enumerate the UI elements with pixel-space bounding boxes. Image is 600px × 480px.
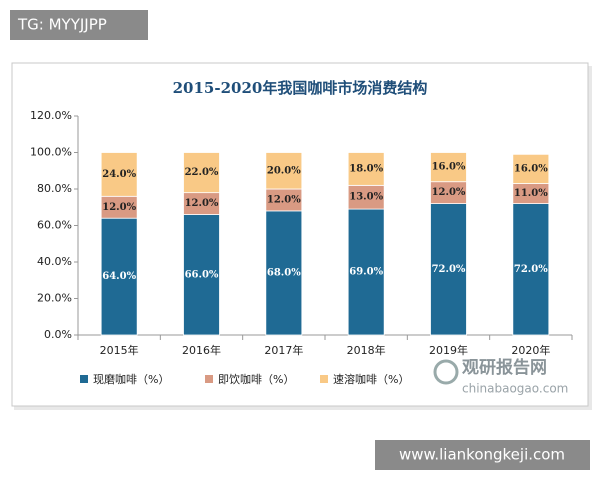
legend-label: 现磨咖啡（%） xyxy=(93,372,169,386)
bar-segment xyxy=(512,153,550,184)
y-tick-label: 100.0% xyxy=(30,146,72,159)
y-tick-label: 120.0% xyxy=(30,109,72,122)
value-label: 68.0% xyxy=(267,267,301,278)
watermark-cn: 观研报告网 xyxy=(461,357,547,378)
value-label: 24.0% xyxy=(102,169,136,180)
value-label: 13.0% xyxy=(349,192,383,203)
value-label: 18.0% xyxy=(349,163,383,174)
legend-label: 即饮咖啡（%） xyxy=(218,372,294,386)
chart-title: 2015-2020年我国咖啡市场消费结构 xyxy=(173,79,428,97)
value-label: 20.0% xyxy=(267,165,301,176)
bar-segment xyxy=(183,214,220,336)
x-tick-label: 2019年 xyxy=(429,343,468,357)
y-tick-label: 80.0% xyxy=(37,182,72,195)
value-label: 16.0% xyxy=(432,162,466,173)
bar-segment xyxy=(183,152,220,194)
x-tick-label: 2020年 xyxy=(511,343,550,357)
bar-segment xyxy=(265,152,303,190)
x-tick-label: 2017年 xyxy=(264,343,303,357)
x-tick-label: 2018年 xyxy=(347,343,386,357)
value-label: 69.0% xyxy=(349,267,383,278)
x-tick-label: 2016年 xyxy=(182,343,221,357)
bar-segment xyxy=(347,152,385,186)
tag-text: TG: MYYJJPP xyxy=(17,16,107,34)
watermark-en: chinabaogao.com xyxy=(462,382,568,396)
watermark-logo xyxy=(433,359,459,385)
bar-segment xyxy=(512,203,550,336)
value-label: 72.0% xyxy=(432,264,466,275)
legend-swatch xyxy=(205,375,213,383)
value-label: 66.0% xyxy=(185,269,219,280)
y-tick-label: 20.0% xyxy=(37,292,72,305)
y-tick-label: 0.0% xyxy=(44,328,72,341)
site-box xyxy=(375,440,590,470)
bar-segment xyxy=(100,217,138,336)
x-tick-label: 2015年 xyxy=(100,343,139,357)
y-tick-label: 40.0% xyxy=(37,255,72,268)
bar-segment xyxy=(430,152,467,183)
tag-box xyxy=(10,10,148,40)
site-text: www.liankongkeji.com xyxy=(399,446,565,464)
legend-label: 速溶咖啡（%） xyxy=(333,372,409,386)
y-tick-label: 60.0% xyxy=(37,219,72,232)
value-label: 64.0% xyxy=(102,271,136,282)
value-label: 12.0% xyxy=(432,187,466,198)
value-label: 12.0% xyxy=(185,198,219,209)
bar-segment xyxy=(265,210,303,336)
value-label: 16.0% xyxy=(514,163,548,174)
value-label: 11.0% xyxy=(514,188,548,199)
value-label: 72.0% xyxy=(514,264,548,275)
legend-swatch xyxy=(80,375,88,383)
legend-swatch xyxy=(320,375,328,383)
value-label: 22.0% xyxy=(185,167,219,178)
value-label: 12.0% xyxy=(102,202,136,213)
value-label: 12.0% xyxy=(267,194,301,205)
bar-segment xyxy=(100,152,138,197)
